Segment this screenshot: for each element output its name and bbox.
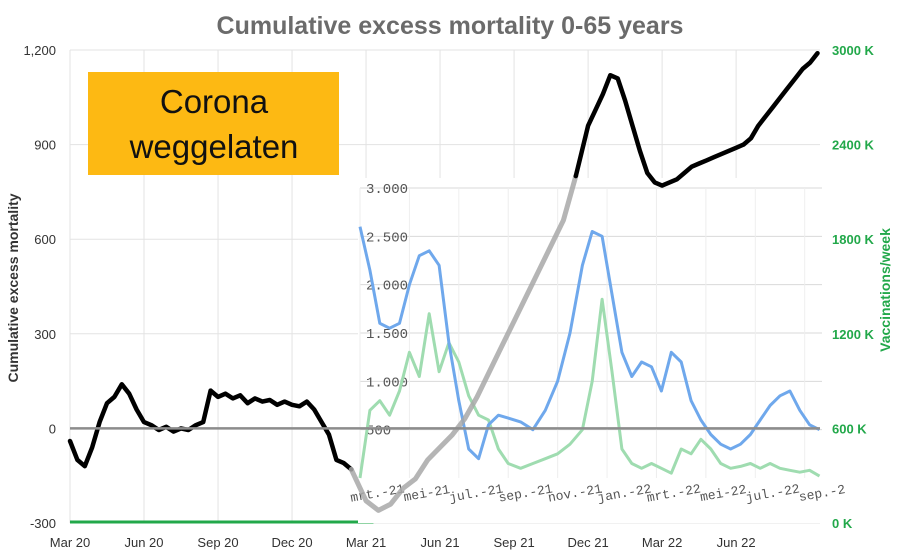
mortality-line-faded — [348, 173, 579, 513]
right-tick-label: 2400 K — [832, 138, 875, 153]
annotation-background — [88, 72, 339, 175]
right-tick-label: 0 K — [832, 516, 853, 531]
annotation-line-1: Corona — [160, 83, 269, 120]
annotation-line-2: weggelaten — [129, 128, 299, 165]
right-axis-title: Vaccinations/week — [877, 228, 893, 352]
left-tick-label: 0 — [49, 421, 56, 436]
inset-y-tick-label: 1.500 — [366, 327, 408, 343]
left-tick-label: 1,200 — [23, 43, 56, 58]
bottom-tick-label: Dec 21 — [567, 535, 608, 550]
mortality-line-left — [67, 382, 354, 472]
right-axis-ticks: 3000 K 2400 K 1800 K 1200 K 600 K 0 K — [832, 43, 875, 531]
right-tick-label: 1800 K — [832, 232, 875, 247]
left-tick-label: 900 — [34, 138, 56, 153]
inset-y-tick-label: 500 — [366, 424, 391, 440]
bottom-tick-label: Sep 21 — [493, 535, 534, 550]
bottom-tick-label: Mar 22 — [642, 535, 682, 550]
left-axis-title: Cumulative excess mortality — [5, 193, 21, 382]
bottom-tick-label: Dec 20 — [271, 535, 312, 550]
bottom-tick-label: Sep 20 — [197, 535, 238, 550]
right-tick-label: 3000 K — [832, 43, 875, 58]
annotation-box: Corona weggelaten — [88, 72, 339, 175]
bottom-axis-ticks: Mar 20 Jun 20 Sep 20 Dec 20 Mar 21 Jun 21 Sep … — [50, 535, 756, 550]
left-tick-label: 600 — [34, 232, 56, 247]
bottom-tick-label: Mar 20 — [50, 535, 90, 550]
inset-y-tick-label: 2.000 — [366, 279, 408, 295]
left-tick-label: -300 — [30, 516, 56, 531]
mortality-line-right — [573, 50, 820, 188]
inset-y-tick-label: 2.500 — [366, 230, 408, 246]
inset-y-tick-label: 1.000 — [366, 375, 408, 391]
left-axis-ticks: 1,200 900 600 300 0 -300 — [23, 43, 56, 531]
inset-blue-series — [358, 226, 821, 461]
inset-green-series — [358, 297, 821, 479]
left-tick-label: 300 — [34, 327, 56, 342]
bottom-tick-label: Jun 22 — [717, 535, 756, 550]
right-tick-label: 600 K — [832, 421, 867, 436]
inset-y-tick-label: 3.000 — [366, 182, 408, 198]
right-tick-label: 1200 K — [832, 327, 875, 342]
bottom-tick-label: Jun 21 — [421, 535, 460, 550]
chart-title: Cumulative excess mortality 0-65 years — [217, 12, 684, 40]
bottom-tick-label: Mar 21 — [346, 535, 386, 550]
bottom-tick-label: Jun 20 — [124, 535, 163, 550]
